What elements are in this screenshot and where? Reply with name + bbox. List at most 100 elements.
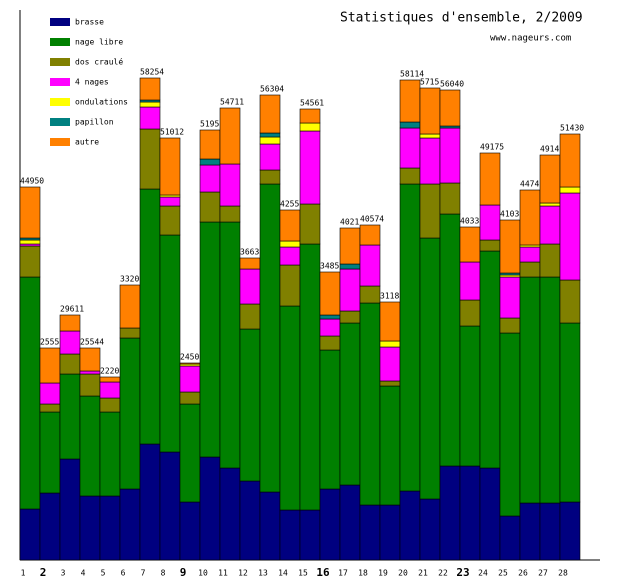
bar-segment	[19, 237, 41, 241]
legend-swatch	[50, 58, 70, 66]
legend-label: 4 nages	[75, 78, 109, 87]
bar-segment	[439, 465, 461, 561]
bar-segment	[19, 508, 41, 561]
x-tick-label: 14	[278, 569, 288, 578]
bar-segment	[239, 328, 261, 482]
bar-segment	[519, 502, 541, 561]
bar-segment	[39, 403, 61, 413]
x-tick-label: 1	[21, 569, 26, 578]
bar-segment	[99, 495, 121, 561]
bar-segment	[399, 183, 421, 492]
bar-segment	[299, 108, 321, 124]
bar-segment	[439, 182, 461, 215]
total-label: 4255	[280, 200, 299, 209]
x-tick-label: 5	[101, 569, 106, 578]
x-tick-label: 23	[456, 566, 469, 579]
bar-segment	[319, 314, 341, 320]
bar-segment	[99, 381, 121, 399]
total-label: 49175	[480, 143, 504, 152]
bar-segment	[179, 403, 201, 503]
bar-segment	[239, 257, 261, 270]
bar-segment	[459, 261, 481, 301]
bar-segment	[399, 127, 421, 169]
bar-segment	[519, 244, 541, 248]
bar-segment	[559, 186, 581, 194]
bar-segment	[319, 318, 341, 337]
x-tick-label: 12	[238, 569, 248, 578]
total-label: 3663	[240, 248, 259, 257]
bar-segment	[319, 271, 341, 316]
x-tick-label: 21	[418, 569, 428, 578]
bar-segment	[19, 276, 41, 510]
bar-segment	[279, 305, 301, 511]
x-tick-label: 24	[478, 569, 488, 578]
total-label: 51430	[560, 124, 584, 133]
bar-segment	[99, 411, 121, 497]
bar-segment	[499, 515, 521, 561]
bar-segment	[259, 491, 281, 561]
bar-segment	[119, 284, 141, 329]
bar-segment	[479, 152, 501, 206]
bar-segment	[19, 186, 41, 239]
legend-label: nage libre	[75, 38, 123, 47]
bar-segment	[519, 276, 541, 504]
bar-segment	[79, 373, 101, 397]
bar-segment	[139, 106, 161, 130]
x-tick-label: 22	[438, 569, 448, 578]
bar-segment	[179, 501, 201, 561]
bar-segment	[299, 509, 321, 561]
bar-segment	[159, 234, 181, 453]
bar-segment	[59, 458, 81, 561]
total-label: 2450	[180, 353, 199, 362]
total-label: 2555	[40, 338, 59, 347]
bar-segment	[39, 492, 61, 561]
bar-segment	[419, 87, 441, 135]
chart-subtitle: www.nageurs.com	[490, 34, 571, 44]
x-tick-label: 25	[498, 569, 508, 578]
legend-label: papillon	[75, 118, 114, 127]
x-tick-label: 27	[538, 569, 548, 578]
bar-segment	[439, 127, 461, 184]
bar-segment	[219, 163, 241, 207]
bar-segment	[179, 365, 201, 393]
bar-segment	[159, 194, 181, 198]
bar-segment	[79, 495, 101, 561]
x-tick-label: 26	[518, 569, 528, 578]
bar-segment	[279, 209, 301, 242]
bar-segment	[139, 99, 161, 103]
bar-segment	[79, 395, 101, 497]
bar-segment	[439, 89, 461, 127]
total-label: 51012	[160, 128, 184, 137]
bar-segment	[459, 299, 481, 327]
bar-segment	[479, 204, 501, 241]
bar-segment	[219, 221, 241, 469]
x-tick-label: 6	[121, 569, 126, 578]
bar-segment	[259, 169, 281, 185]
x-tick-label: 10	[198, 569, 208, 578]
legend-label: dos craulé	[75, 57, 123, 67]
x-tick-label: 18	[358, 569, 368, 578]
bar-segment	[59, 314, 81, 332]
bar-segment	[359, 504, 381, 561]
bar-segment	[379, 380, 401, 387]
bar-segment	[239, 480, 261, 561]
bar-segment	[399, 79, 421, 123]
bar-segment	[99, 376, 121, 383]
legend-swatch	[50, 18, 70, 26]
bar-segment	[359, 302, 381, 506]
x-tick-label: 3	[61, 569, 66, 578]
bar-segment	[299, 122, 321, 132]
bar-segment	[179, 391, 201, 405]
bar-segment	[279, 264, 301, 307]
bar-segment	[59, 330, 81, 355]
bar-segment	[219, 107, 241, 165]
legend-swatch	[50, 138, 70, 146]
bar-segment	[259, 136, 281, 145]
legend-swatch	[50, 78, 70, 86]
bar-segment	[119, 488, 141, 561]
bar-segment	[259, 132, 281, 138]
bar-segment	[299, 130, 321, 205]
bar-segment	[279, 509, 301, 561]
bar-segment	[419, 137, 441, 185]
